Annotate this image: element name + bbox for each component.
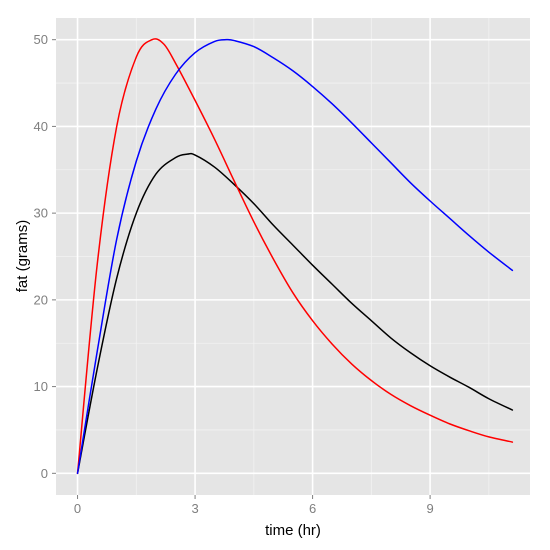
series-line-2 — [76, 38, 514, 475]
y-tick-label: 30 — [34, 206, 48, 221]
x-tick-label: 6 — [309, 501, 316, 516]
x-axis-title: time (hr) — [265, 522, 321, 539]
axis-ticks: 0 3 6 9 0 10 20 30 40 50 — [34, 32, 434, 516]
y-tick-label: 20 — [34, 292, 48, 307]
y-tick-label: 0 — [41, 466, 48, 481]
x-tick-label: 0 — [74, 501, 81, 516]
y-axis-title: fat (grams) — [14, 220, 31, 293]
x-tick-label: 3 — [191, 501, 198, 516]
minor-gridlines — [56, 18, 530, 495]
series-lines — [76, 38, 514, 475]
x-tick-label: 9 — [426, 501, 433, 516]
major-gridlines — [56, 18, 530, 495]
y-tick-label: 50 — [34, 32, 48, 47]
y-tick-label: 10 — [34, 379, 48, 394]
series-line-3 — [76, 38, 514, 475]
y-tick-label: 40 — [34, 119, 48, 134]
series-line-1 — [76, 152, 514, 475]
